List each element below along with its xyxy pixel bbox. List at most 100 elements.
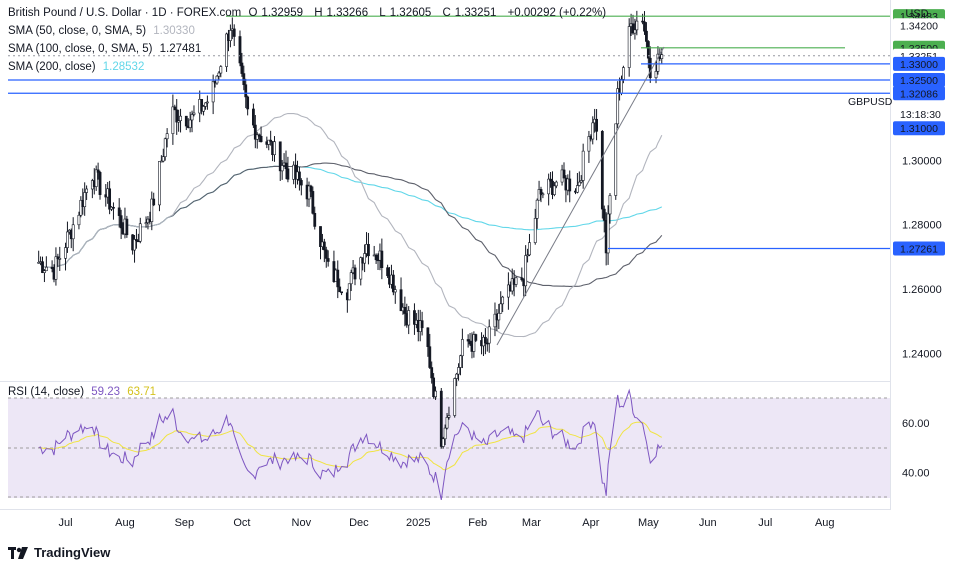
candle-body <box>336 269 340 288</box>
sma100-value: 1.27481 <box>159 43 202 55</box>
price-tag-label: 1.32500 <box>900 75 938 87</box>
candle-body <box>253 124 257 140</box>
candle-body <box>535 199 539 219</box>
candle-body <box>192 112 196 115</box>
price-tag-label: 1.34200 <box>900 20 938 32</box>
candle-body <box>501 296 505 305</box>
candle-body <box>219 66 223 74</box>
open-label: O <box>248 7 258 19</box>
branding-text: TradingView <box>34 545 111 560</box>
rsi-legend[interactable]: RSI (14, close) 59.23 63.71 <box>8 385 160 399</box>
candle-body <box>430 367 434 379</box>
candle-body <box>205 101 209 104</box>
candle-body <box>165 133 169 140</box>
candle-body <box>367 244 370 257</box>
candle-body <box>119 215 123 229</box>
candle-body <box>161 156 165 162</box>
candle-body <box>403 306 407 314</box>
candle-body <box>322 241 326 251</box>
sma200-value: 1.28532 <box>102 61 145 73</box>
candle-body <box>631 23 635 34</box>
candle-body <box>579 180 583 183</box>
candle-body <box>646 41 650 59</box>
symbol-tag: GBPUSD <box>848 96 893 108</box>
candle-body <box>349 272 353 285</box>
candle-body <box>238 36 242 64</box>
candle-body <box>363 253 367 264</box>
candle-body <box>202 106 205 112</box>
candle-body <box>83 192 87 208</box>
candle-body <box>269 139 273 142</box>
trendline[interactable] <box>496 46 665 346</box>
candle-body <box>526 254 529 257</box>
candle-body <box>441 438 445 447</box>
candle-body <box>85 188 89 193</box>
symbol-legend: British Pound / U.S. Dollar · 1D · FOREX… <box>8 6 610 20</box>
candle-body <box>660 54 664 59</box>
candle-body <box>428 346 432 368</box>
candle-body <box>474 334 478 341</box>
candle-body <box>497 312 501 321</box>
time-axis-label: May <box>638 517 659 529</box>
rsi-signal-line <box>38 421 663 471</box>
price-tag <box>893 86 945 101</box>
candle-body <box>380 250 384 268</box>
candle-body <box>547 178 551 195</box>
candle-body <box>393 289 397 293</box>
candle-body <box>152 198 156 206</box>
candle-body <box>549 178 552 182</box>
candle-body <box>562 169 566 179</box>
price-tag <box>893 18 945 33</box>
candle-body <box>620 79 623 94</box>
candle-body <box>457 367 460 375</box>
ohlc-open: O 1.32959 <box>248 7 307 19</box>
rsi-axis-label: 40.00 <box>902 467 930 479</box>
sma50-label: SMA (50, close, 0, SMA, 5) <box>8 25 147 37</box>
candle-body <box>50 266 54 269</box>
candle-body <box>635 20 639 31</box>
branding[interactable]: TradingView <box>8 545 110 560</box>
candle-body <box>267 139 271 145</box>
candle-body <box>259 135 263 143</box>
price-axis-label: 1.30000 <box>902 155 942 167</box>
candle-body <box>79 199 83 216</box>
candle-body <box>577 181 581 186</box>
candle-body <box>64 247 67 259</box>
candle-body <box>177 120 181 123</box>
candle-body <box>54 256 58 280</box>
candle-body <box>211 81 215 103</box>
candle-body <box>602 208 606 221</box>
sma100-legend[interactable]: SMA (100, close, 0, SMA, 5) 1.27481 <box>8 42 205 56</box>
time-axis-label: Feb <box>468 517 487 529</box>
candle-body <box>487 326 491 344</box>
candle-body <box>244 84 248 98</box>
candle-body <box>595 118 598 132</box>
candle-body <box>347 283 351 301</box>
high-value: 1.33266 <box>326 7 369 19</box>
candle-body <box>307 185 311 200</box>
price-tag-label: 1.27261 <box>900 244 938 256</box>
candle-body <box>453 378 457 416</box>
time-axis-label: Sep <box>175 517 195 529</box>
candle-body <box>217 72 221 77</box>
candle-body <box>643 21 646 32</box>
sma50-legend[interactable]: SMA (50, close, 0, SMA, 5) 1.30330 <box>8 24 199 38</box>
candle-body <box>386 267 390 277</box>
price-axis-label: 1.24000 <box>902 348 942 360</box>
candle-body <box>77 214 81 226</box>
horizontal-levels[interactable] <box>8 15 890 250</box>
candle-body <box>426 327 430 347</box>
sma200-legend[interactable]: SMA (200, close) 1.28532 <box>8 60 148 74</box>
candle-body <box>298 171 301 181</box>
candle-body <box>654 71 658 79</box>
candle-body <box>459 355 462 368</box>
candle-body <box>98 172 102 195</box>
price-tag-label: 1.31000 <box>900 123 938 135</box>
candle-body <box>514 277 518 285</box>
candle-body <box>179 115 182 121</box>
currency-button[interactable]: USD <box>905 8 929 20</box>
time-axis-label: 2025 <box>406 517 430 529</box>
candle-body <box>278 141 282 172</box>
rsi-signal-value: 63.71 <box>127 386 157 398</box>
